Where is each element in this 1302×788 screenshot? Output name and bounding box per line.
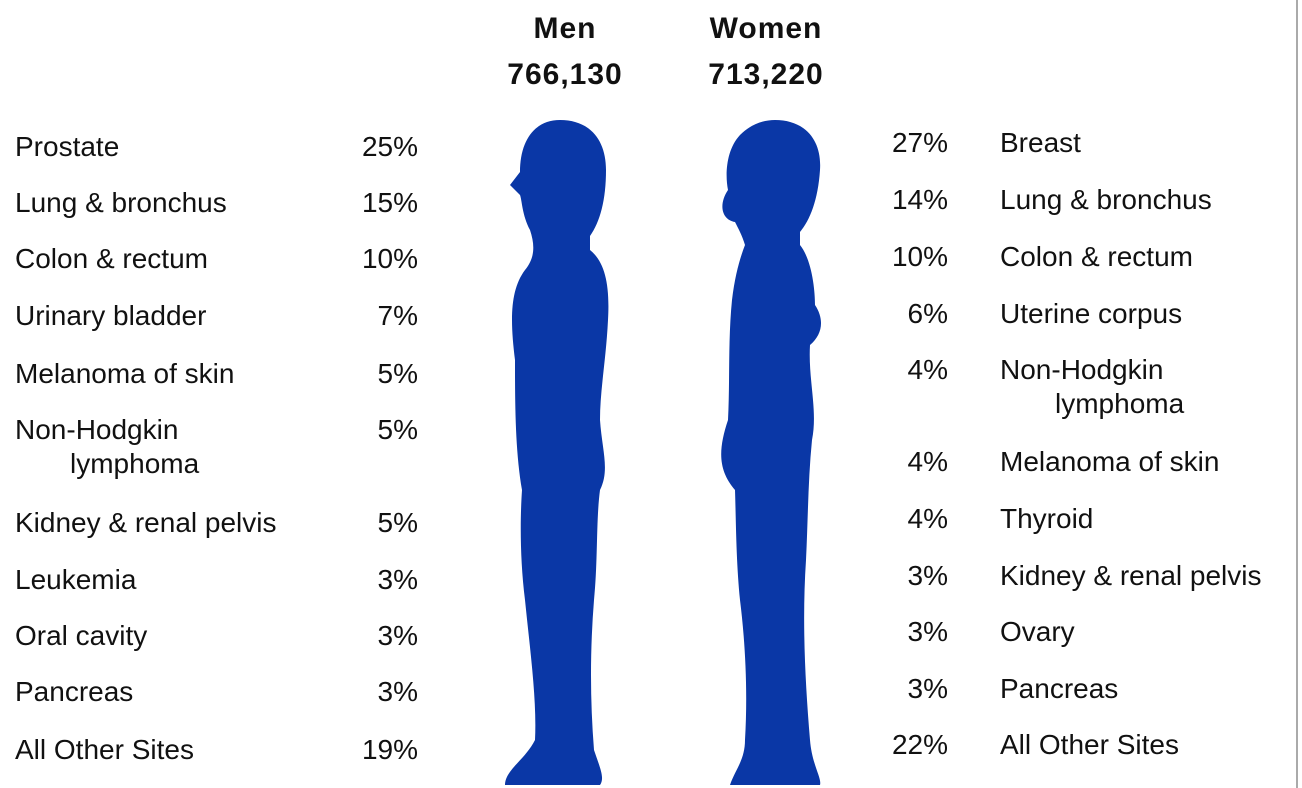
site-label: Non-Hodgkin lymphoma xyxy=(1000,354,1185,419)
women-title: Women xyxy=(709,12,823,45)
site-label: Kidney & renal pelvis xyxy=(15,507,277,538)
site-label: Lung & bronchus xyxy=(1000,184,1212,215)
site-label: Kidney & renal pelvis xyxy=(1000,560,1262,591)
women-total: 713,220 xyxy=(708,58,824,91)
percent-label: 14% xyxy=(891,184,948,215)
percent-label: 4% xyxy=(907,354,948,385)
edge-line xyxy=(1296,0,1298,788)
percent-label: 19% xyxy=(361,734,418,765)
site-label: All Other Sites xyxy=(15,734,194,765)
percent-label: 25% xyxy=(361,131,418,162)
percent-label: 5% xyxy=(377,358,418,389)
site-label: Oral cavity xyxy=(15,620,148,651)
percent-label: 6% xyxy=(907,298,948,329)
site-label: Melanoma of skin xyxy=(1000,446,1220,477)
percent-label: 7% xyxy=(377,300,418,331)
percent-label: 27% xyxy=(891,127,948,158)
percent-label: 4% xyxy=(907,446,948,477)
percent-label: 3% xyxy=(907,616,948,647)
site-label: Prostate xyxy=(15,131,120,162)
site-label: All Other Sites xyxy=(1000,729,1179,760)
site-label: Uterine corpus xyxy=(1000,298,1183,329)
site-label: Pancreas xyxy=(15,676,134,707)
site-label: Breast xyxy=(1000,127,1081,158)
men-total: 766,130 xyxy=(507,58,623,91)
percent-label: 4% xyxy=(907,503,948,534)
percent-label: 15% xyxy=(361,187,418,218)
percent-label: 3% xyxy=(907,673,948,704)
percent-label: 5% xyxy=(377,507,418,538)
site-label: Urinary bladder xyxy=(15,300,207,331)
site-label: Thyroid xyxy=(1000,503,1094,534)
site-label: Ovary xyxy=(1000,616,1075,647)
percent-label: 3% xyxy=(377,676,418,707)
percent-label: 5% xyxy=(377,414,418,445)
man-silhouette xyxy=(505,120,609,785)
woman-silhouette xyxy=(721,120,822,785)
site-label: Lung & bronchus xyxy=(15,187,227,218)
site-label: Colon & rectum xyxy=(15,243,208,274)
percent-label: 3% xyxy=(907,560,948,591)
site-label: Pancreas xyxy=(1000,673,1119,704)
men-title: Men xyxy=(533,12,597,45)
site-label: Leukemia xyxy=(15,564,137,595)
site-label: Melanoma of skin xyxy=(15,358,235,389)
site-label: Non-Hodgkin lymphoma xyxy=(15,414,200,479)
percent-label: 3% xyxy=(377,564,418,595)
site-label: Colon & rectum xyxy=(1000,241,1193,272)
percent-label: 10% xyxy=(891,241,948,272)
percent-label: 22% xyxy=(891,729,948,760)
percent-label: 3% xyxy=(377,620,418,651)
percent-label: 10% xyxy=(361,243,418,274)
